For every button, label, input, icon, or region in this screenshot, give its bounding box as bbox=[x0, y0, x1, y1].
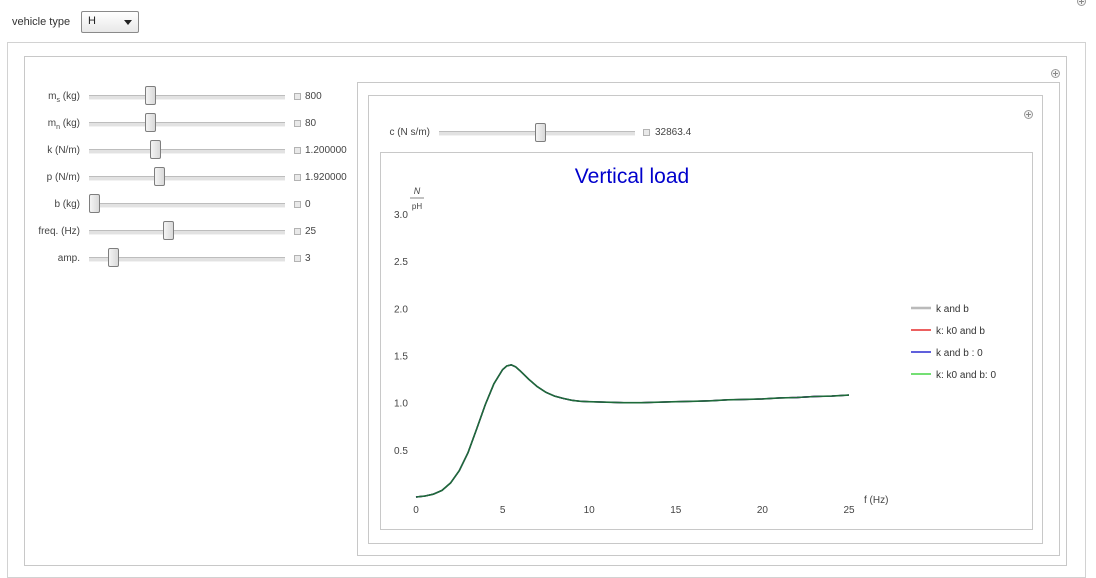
x-axis-label: f (Hz) bbox=[864, 495, 888, 506]
slider-thumb-1[interactable] bbox=[144, 113, 156, 132]
slider-track-3[interactable] bbox=[89, 176, 285, 181]
slider-value-2: 1.200000 bbox=[305, 145, 347, 156]
chart-frame bbox=[380, 152, 1033, 530]
slider-plus-icon-6[interactable] bbox=[294, 255, 301, 262]
slider-plus-icon-1[interactable] bbox=[294, 120, 301, 127]
slider-track-1[interactable] bbox=[89, 122, 285, 127]
slider-value-4: 0 bbox=[305, 199, 311, 210]
slider-track-0[interactable] bbox=[89, 95, 285, 100]
slider-value-5: 25 bbox=[305, 226, 317, 237]
slider-value-3: 1.920000 bbox=[305, 172, 347, 183]
slider-track-4[interactable] bbox=[89, 203, 285, 208]
slider-value-6: 3 bbox=[305, 253, 311, 264]
y-tick-label: 2.5 bbox=[394, 257, 408, 268]
series-line-3 bbox=[415, 364, 850, 498]
y-tick-label: 2.0 bbox=[394, 304, 408, 315]
slider-plus-icon-2[interactable] bbox=[294, 147, 301, 154]
slider-thumb-5[interactable] bbox=[163, 221, 174, 240]
slider-track-6[interactable] bbox=[89, 257, 285, 262]
legend-label-2: k and b : 0 bbox=[936, 348, 983, 359]
slider-label-0: ms (kg) bbox=[48, 91, 80, 104]
series-line-2 bbox=[415, 364, 850, 498]
slider-value-1: 80 bbox=[305, 118, 317, 129]
c-slider-value: 32863.4 bbox=[655, 127, 692, 138]
x-tick-label: 5 bbox=[500, 505, 506, 516]
slider-value-0: 800 bbox=[305, 91, 322, 102]
slider-thumb-0[interactable] bbox=[144, 86, 156, 105]
x-tick-label: 10 bbox=[584, 505, 596, 516]
chart-title: Vertical load bbox=[575, 165, 689, 188]
chevron-down-icon bbox=[124, 20, 132, 25]
x-tick-label: 20 bbox=[757, 505, 769, 516]
y-axis-label-denominator: pH bbox=[412, 202, 422, 211]
slider-label-6: amp. bbox=[57, 253, 80, 264]
slider-plus-icon-5[interactable] bbox=[294, 228, 301, 235]
y-tick-label: 1.0 bbox=[394, 399, 408, 410]
slider-track-2[interactable] bbox=[89, 149, 285, 154]
legend-label-1: k: k0 and b bbox=[936, 326, 985, 337]
plot-outer-plus-icon[interactable] bbox=[1051, 69, 1060, 78]
x-tick-label: 25 bbox=[843, 505, 855, 516]
vehicle-type-dropdown[interactable]: H bbox=[81, 11, 139, 33]
slider-label-4: b (kg) bbox=[54, 199, 80, 210]
c-slider-plus-icon[interactable] bbox=[643, 129, 650, 136]
slider-plus-icon-4[interactable] bbox=[294, 201, 301, 208]
slider-plus-icon-0[interactable] bbox=[294, 93, 301, 100]
c-slider-label: c (N s/m) bbox=[389, 127, 430, 138]
y-axis-label-numerator: N bbox=[414, 186, 421, 196]
x-tick-label: 15 bbox=[670, 505, 682, 516]
vehicle-type-label: vehicle type bbox=[12, 16, 71, 28]
series-line-1 bbox=[415, 364, 850, 498]
slider-label-3: p (N/m) bbox=[46, 172, 80, 183]
y-tick-label: 3.0 bbox=[394, 210, 408, 221]
slider-thumb-4[interactable] bbox=[89, 194, 100, 213]
plot-inner-plus-icon[interactable] bbox=[1024, 110, 1033, 119]
c-slider-thumb[interactable] bbox=[535, 123, 547, 142]
y-tick-label: 0.5 bbox=[394, 446, 408, 457]
series-line-0 bbox=[415, 364, 850, 498]
legend-label-0: k and b bbox=[936, 304, 969, 315]
slider-label-1: mn (kg) bbox=[47, 118, 80, 131]
y-tick-label: 1.5 bbox=[394, 352, 408, 363]
slider-label-2: k (N/m) bbox=[47, 145, 80, 156]
slider-thumb-2[interactable] bbox=[150, 140, 162, 159]
x-tick-label: 0 bbox=[413, 505, 419, 516]
slider-thumb-3[interactable] bbox=[153, 167, 165, 186]
vertical-load-chart: Vertical load N pH 0.5 1.0 1.5 2.0 2.5 3.0 0 5… bbox=[394, 165, 996, 516]
legend-label-3: k: k0 and b: 0 bbox=[936, 370, 996, 381]
y-axis-label: N pH bbox=[410, 186, 424, 211]
slider-label-5: freq. (Hz) bbox=[38, 226, 80, 237]
slider-track-5[interactable] bbox=[89, 230, 285, 235]
slider-thumb-6[interactable] bbox=[107, 248, 119, 267]
expand-plus-icon[interactable] bbox=[1077, 0, 1086, 6]
vehicle-type-value: H bbox=[88, 15, 96, 27]
slider-plus-icon-3[interactable] bbox=[294, 174, 301, 181]
